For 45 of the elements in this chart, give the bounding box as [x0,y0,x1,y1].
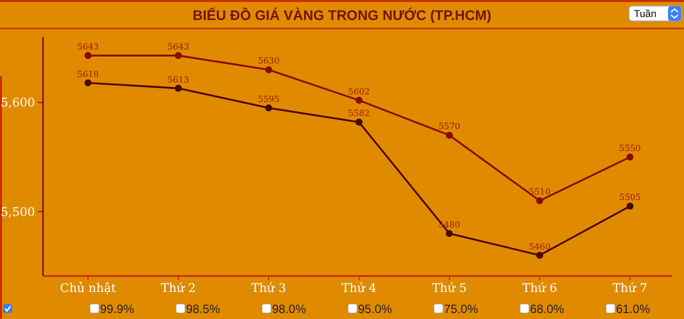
x-tick-label: Chủ nhật [60,281,116,295]
x-tick-label: Thứ 6 [522,281,558,295]
point [446,230,453,237]
text: 75.0% [444,302,478,316]
point [265,66,272,74]
data-label: 5550 [619,144,641,154]
data-label: 5582 [348,109,370,120]
data-label: 5510 [528,188,550,198]
text: 98.5% [186,302,220,316]
point [536,252,544,259]
data-label: 5643 [77,42,99,53]
data-label: 5595 [258,94,280,105]
y-tick-label: 5,600 [0,96,35,110]
point [446,132,453,139]
text: 98.0% [272,302,306,316]
x-tick-label: Thứ 3 [251,281,286,295]
x-tick-label: Thứ 4 [342,281,377,295]
point [84,79,92,86]
data-label: 5643 [168,42,190,53]
text: 95.0% [358,302,392,316]
data-label: 5613 [168,75,190,86]
point [626,154,634,161]
point [174,84,182,92]
text: 68.0% [530,302,564,316]
point [84,52,92,60]
dropdown-select: Tuần [628,6,682,22]
chart-title: BIỂU ĐỒ GIÁ VÀNG TRONG NƯỚC (TP.HCM) [192,7,492,23]
y-tick-label: 5,500 [0,204,35,219]
point [356,96,362,104]
point [536,197,544,204]
data-label: 5460 [528,242,550,252]
text: 99.9% [100,302,134,316]
x-tick-label: Thứ 5 [432,281,467,295]
text: 61.0% [616,302,650,316]
data-label: 5618 [77,70,99,80]
point [265,104,272,112]
data-label: 5505 [619,193,641,204]
point [356,118,362,126]
point [174,52,182,60]
data-label: 5630 [258,56,280,67]
data-label: 5602 [348,87,370,98]
x-tick-label: Thứ 7 [612,281,648,295]
x-tick-label: Thứ 2 [160,281,196,295]
data-label: 5570 [438,122,460,132]
point [626,202,634,210]
